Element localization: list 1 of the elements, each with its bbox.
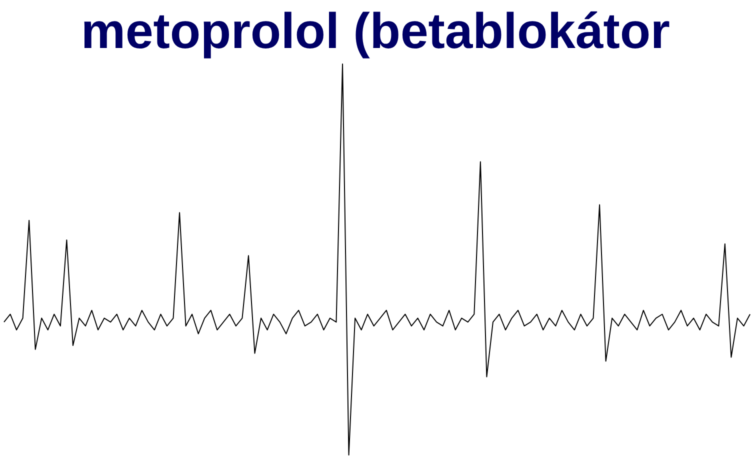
chart-title: metoprolol (betablokátor bbox=[80, 2, 671, 61]
